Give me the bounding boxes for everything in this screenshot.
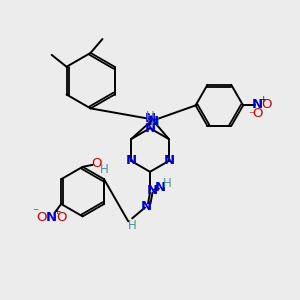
Text: N: N (144, 122, 156, 135)
Text: H: H (100, 163, 109, 176)
Text: H: H (146, 110, 154, 123)
Text: N: N (46, 212, 57, 224)
Text: N: N (251, 98, 262, 111)
Text: O: O (91, 158, 102, 170)
Text: N: N (146, 184, 158, 197)
Text: N: N (154, 181, 166, 194)
Text: N: N (145, 112, 156, 125)
Text: +: + (53, 207, 61, 216)
Text: N: N (147, 115, 158, 128)
Text: O: O (253, 107, 263, 120)
Text: O: O (262, 98, 272, 111)
Text: N: N (126, 154, 137, 167)
Text: N: N (163, 154, 174, 167)
Text: ⁻: ⁻ (32, 206, 38, 219)
Text: H: H (163, 177, 171, 190)
Text: N: N (140, 200, 152, 213)
Text: H: H (151, 116, 159, 129)
Text: +: + (259, 95, 267, 104)
Text: O: O (56, 212, 66, 224)
Text: O: O (36, 212, 46, 224)
Text: ⁻: ⁻ (248, 109, 254, 122)
Text: H: H (128, 219, 136, 232)
